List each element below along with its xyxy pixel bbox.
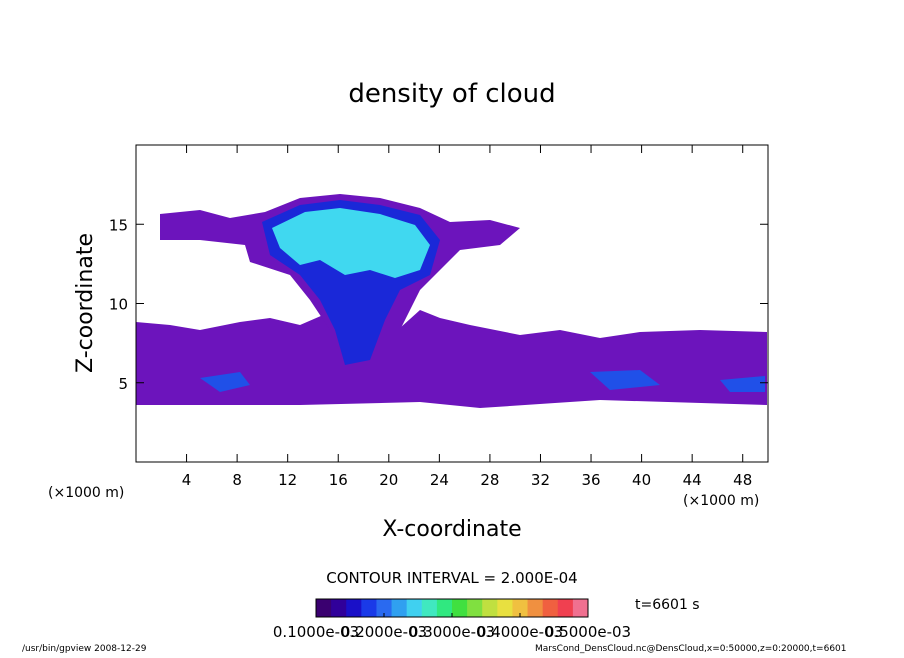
colorbar-swatch — [316, 599, 332, 617]
y-tick-label: 10 — [109, 296, 128, 314]
x-tick-label: 8 — [232, 471, 242, 489]
footer-left: /usr/bin/gpview 2008-12-29 — [22, 644, 147, 654]
x-tick-label: 40 — [632, 471, 651, 489]
colorbar-swatch — [572, 599, 589, 617]
x-tick-label: 24 — [430, 471, 449, 489]
x-tick-label: 12 — [278, 471, 297, 489]
colorbar-swatch — [497, 599, 513, 617]
colorbar-swatch — [527, 599, 544, 617]
cloud-patch — [200, 370, 765, 392]
x-axis-label: X-coordinate — [382, 517, 521, 542]
x-tick-label: 44 — [683, 471, 702, 489]
colorbar-swatch — [557, 599, 574, 617]
x-tick-label: 16 — [329, 471, 348, 489]
time-label: t=6601 s — [635, 597, 700, 613]
footer-right: MarsCond_DensCloud.nc@DensCloud,x=0:5000… — [535, 644, 847, 654]
colorbar-swatch — [467, 599, 483, 617]
colorbar-swatch — [542, 599, 559, 617]
colorbar-swatch — [376, 599, 393, 617]
x-unit: (×1000 m) — [683, 493, 759, 509]
colorbar-swatch — [482, 599, 498, 617]
colorbar-swatch — [331, 599, 347, 617]
y-tick-label: 15 — [109, 216, 128, 234]
cloud-peak — [272, 208, 430, 278]
colorbar-tick-label: 0.1000e-03 — [273, 623, 359, 641]
cloud-field — [136, 194, 767, 408]
contour-interval: CONTOUR INTERVAL = 2.000E-04 — [326, 569, 577, 587]
x-tick-label: 32 — [531, 471, 550, 489]
colorbar-swatch — [346, 599, 362, 617]
colorbar-tick-label: 0.3000e-03 — [409, 623, 495, 641]
colorbar-swatch — [391, 599, 408, 617]
colorbar-swatch — [421, 599, 438, 617]
colorbar-swatch — [361, 599, 377, 617]
colorbar-tick-label: 0.2000e-03 — [341, 623, 427, 641]
y-axis-label: Z-coordinate — [73, 233, 98, 373]
x-tick-label: 4 — [182, 471, 192, 489]
colorbar-swatch — [436, 599, 453, 617]
x-tick-label: 28 — [480, 471, 499, 489]
y-tick-label: 5 — [118, 375, 128, 393]
x-tick-label: 20 — [379, 471, 398, 489]
colorbar-swatch — [512, 599, 529, 617]
colorbar-swatch — [406, 599, 423, 617]
colorbar-tick-label: 0.5000e-03 — [545, 623, 631, 641]
colorbar-tick-label: 0.4000e-03 — [477, 623, 563, 641]
y-unit: (×1000 m) — [48, 485, 124, 501]
colorbar-swatch — [452, 599, 468, 617]
x-tick-label: 48 — [733, 471, 752, 489]
x-tick-label: 36 — [581, 471, 600, 489]
chart-title: density of cloud — [348, 79, 555, 109]
